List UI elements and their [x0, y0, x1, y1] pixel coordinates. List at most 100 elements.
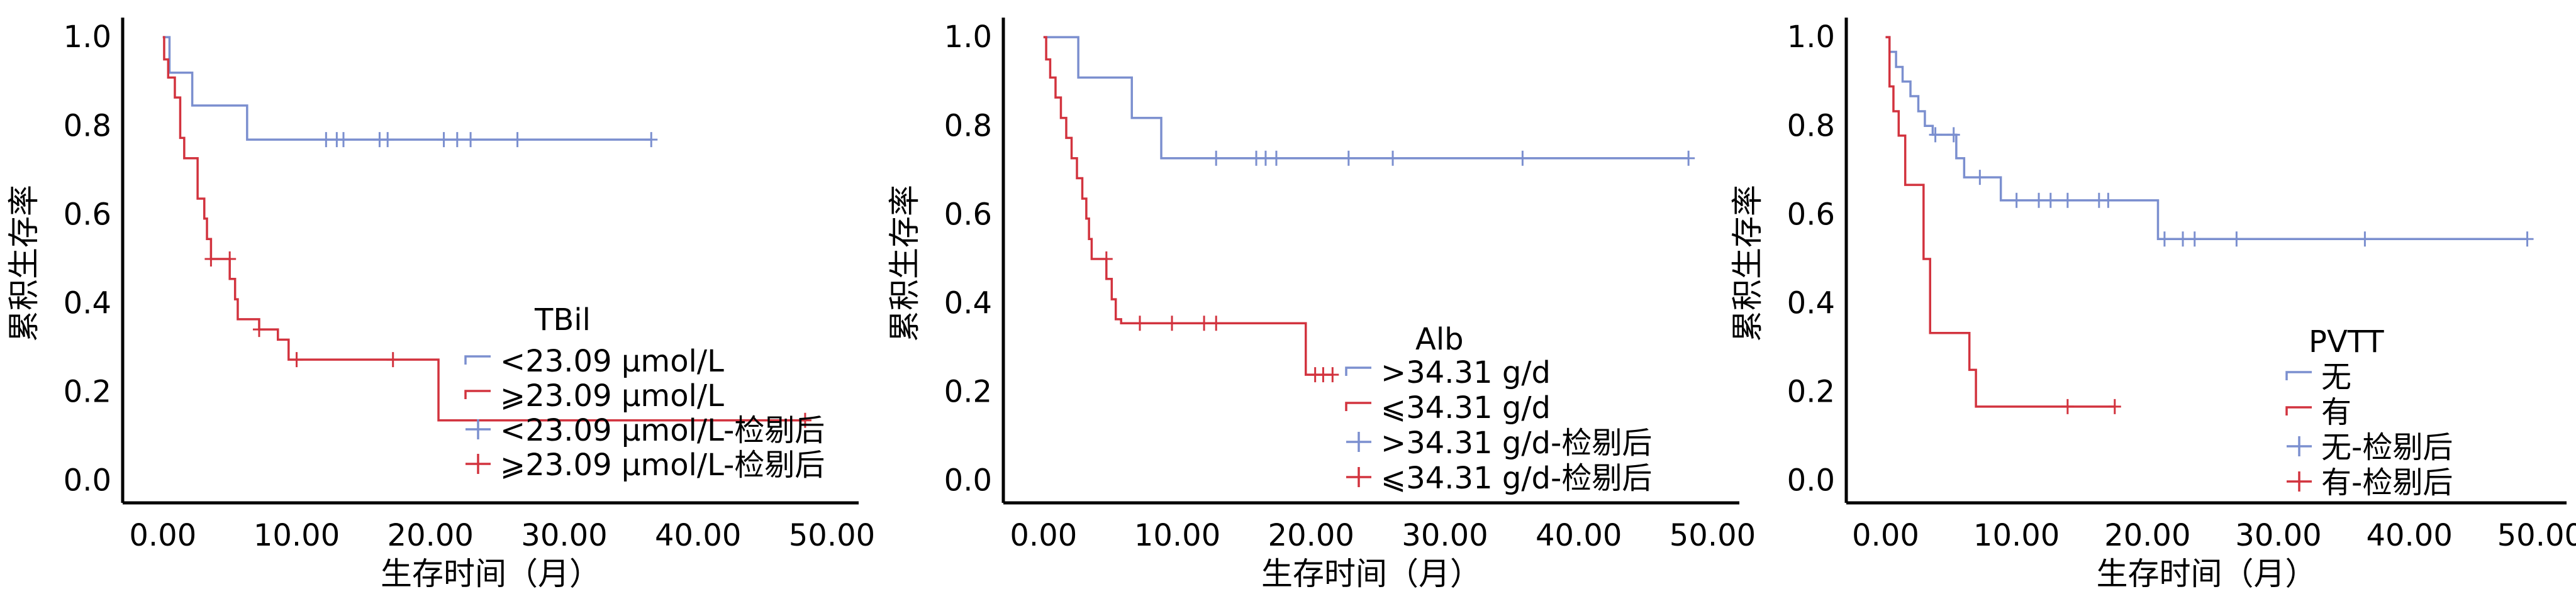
legend-label: 有-检剔后 — [2321, 465, 2453, 500]
y-tick-label: 1.0 — [944, 19, 992, 55]
censor-mark — [2158, 231, 2171, 247]
censor-mark — [1682, 150, 1695, 166]
censor-mark — [1973, 170, 1987, 185]
x-tick-label: 0.00 — [1010, 518, 1077, 553]
km-curve-series-1 — [162, 36, 652, 141]
y-tick-label: 1.0 — [1787, 19, 1835, 55]
x-tick-label: 0.00 — [1852, 518, 1919, 553]
censor-mark — [1929, 127, 1942, 143]
legend-title: TBil — [534, 302, 591, 338]
legend-label: <23.09 μmol/L-检剔后 — [500, 413, 825, 448]
x-tick-label: 10.00 — [254, 518, 340, 553]
x-tick-label: 40.00 — [1536, 518, 1622, 553]
legend-label: ⩾23.09 μmol/L-检剔后 — [500, 448, 825, 483]
legend-censor-swatch — [466, 419, 491, 439]
legend-label: 有 — [2321, 395, 2351, 430]
censor-mark — [2044, 192, 2057, 208]
legend-label: 无 — [2321, 360, 2351, 395]
y-tick-label: 0.2 — [64, 375, 111, 410]
x-tick-label: 40.00 — [2366, 518, 2452, 553]
censor-mark — [1166, 316, 1179, 331]
censor-mark — [511, 132, 524, 148]
y-tick-label: 0.0 — [64, 463, 111, 498]
censor-mark — [1516, 150, 1529, 166]
legend-label: <23.09 μmol/L — [500, 344, 724, 379]
censor-mark — [381, 132, 394, 148]
km-curve-series-2 — [1885, 36, 2115, 408]
y-tick-label: 0.8 — [944, 108, 992, 143]
x-tick-label: 30.00 — [1402, 518, 1488, 553]
legend-label: >34.31 g/d — [1381, 355, 1551, 390]
legend-line-swatch — [1345, 366, 1371, 376]
legend-censor-swatch — [2287, 471, 2312, 492]
legend-line-swatch — [464, 355, 491, 365]
censor-mark — [1198, 316, 1211, 331]
y-tick-label: 0.4 — [944, 286, 992, 321]
y-tick-label: 0.6 — [1787, 197, 1835, 232]
x-tick-label: 50.00 — [2497, 518, 2576, 553]
legend-line-swatch — [464, 390, 491, 399]
x-tick-label: 50.00 — [1670, 518, 1756, 553]
legend-censor-swatch — [466, 454, 491, 474]
km-curve-series-2 — [162, 36, 805, 422]
x-tick-label: 40.00 — [655, 518, 741, 553]
y-tick-label: 0.6 — [944, 197, 992, 232]
x-tick-label: 30.00 — [521, 518, 607, 553]
censor-mark — [1326, 367, 1339, 383]
censor-mark — [1947, 127, 1960, 143]
censor-mark — [798, 412, 811, 428]
y-axis-label: 累积生存率 — [6, 185, 42, 342]
censor-mark — [290, 352, 303, 368]
km-curve-series-1 — [1043, 36, 1689, 160]
censor-mark — [450, 132, 464, 148]
chart-panel-2: 0.0 0.2 0.4 0.6 0.8 1.0 0.00 10.00 20.00 30.00 40.… — [886, 18, 1756, 592]
censor-mark — [320, 132, 333, 148]
censor-mark — [2358, 231, 2372, 247]
legend-title: Alb — [1415, 322, 1464, 357]
chart-panel-3: 0.0 0.2 0.4 0.6 0.8 1.0 0.00 10.00 20.00 30.00 40.… — [1729, 18, 2576, 592]
censor-mark — [2010, 192, 2023, 208]
legend-line-swatch — [2285, 371, 2312, 380]
x-axis-label: 生存时间（月） — [1261, 556, 1481, 592]
censor-mark — [645, 132, 658, 148]
censor-mark — [1210, 150, 1223, 166]
legend-label: ⩾23.09 μmol/L — [500, 378, 724, 414]
censor-mark — [252, 322, 265, 338]
legend-label: ⩽34.31 g/d — [1381, 390, 1551, 426]
censor-mark — [2108, 399, 2121, 414]
censor-mark — [223, 251, 237, 267]
x-tick-label: 10.00 — [1973, 518, 2060, 553]
censor-mark — [2177, 231, 2190, 247]
y-axis-label: 累积生存率 — [1729, 185, 1766, 342]
x-tick-label: 10.00 — [1134, 518, 1220, 553]
legend-label: ⩽34.31 g/d-检剔后 — [1381, 461, 1652, 496]
chart-panel-1: 0.0 0.2 0.4 0.6 0.8 1.0 0.00 10.00 20.00 30.00 40.… — [6, 18, 875, 592]
legend-line-swatch — [2285, 406, 2312, 415]
censor-mark — [1133, 316, 1146, 331]
y-tick-label: 0.8 — [1787, 108, 1835, 143]
censor-mark — [204, 251, 218, 267]
censor-mark — [337, 132, 350, 148]
x-tick-label: 20.00 — [2104, 518, 2190, 553]
censor-mark — [1210, 316, 1223, 331]
x-tick-label: 20.00 — [388, 518, 474, 553]
censor-mark — [2061, 399, 2074, 414]
x-axis-label: 生存时间（月） — [2097, 556, 2317, 592]
x-axis-label: 生存时间（月） — [381, 556, 601, 592]
censor-mark — [2102, 192, 2115, 208]
legend-line-swatch — [1345, 402, 1371, 411]
km-curve-series-2 — [1043, 36, 1333, 376]
y-tick-label: 0.0 — [944, 463, 992, 498]
censor-mark — [1269, 150, 1283, 166]
y-tick-label: 0.2 — [944, 375, 992, 410]
y-axis-label: 累积生存率 — [886, 185, 923, 342]
censor-mark — [1100, 251, 1113, 267]
y-tick-label: 0.8 — [64, 108, 111, 143]
censor-mark — [2032, 192, 2046, 208]
censor-mark — [386, 352, 399, 368]
y-tick-label: 0.2 — [1787, 375, 1835, 410]
km-curve-series-1 — [1885, 36, 2528, 240]
legend-title: PVTT — [2309, 324, 2384, 360]
legend-label: >34.31 g/d-检剔后 — [1381, 426, 1652, 461]
censor-mark — [1386, 150, 1400, 166]
